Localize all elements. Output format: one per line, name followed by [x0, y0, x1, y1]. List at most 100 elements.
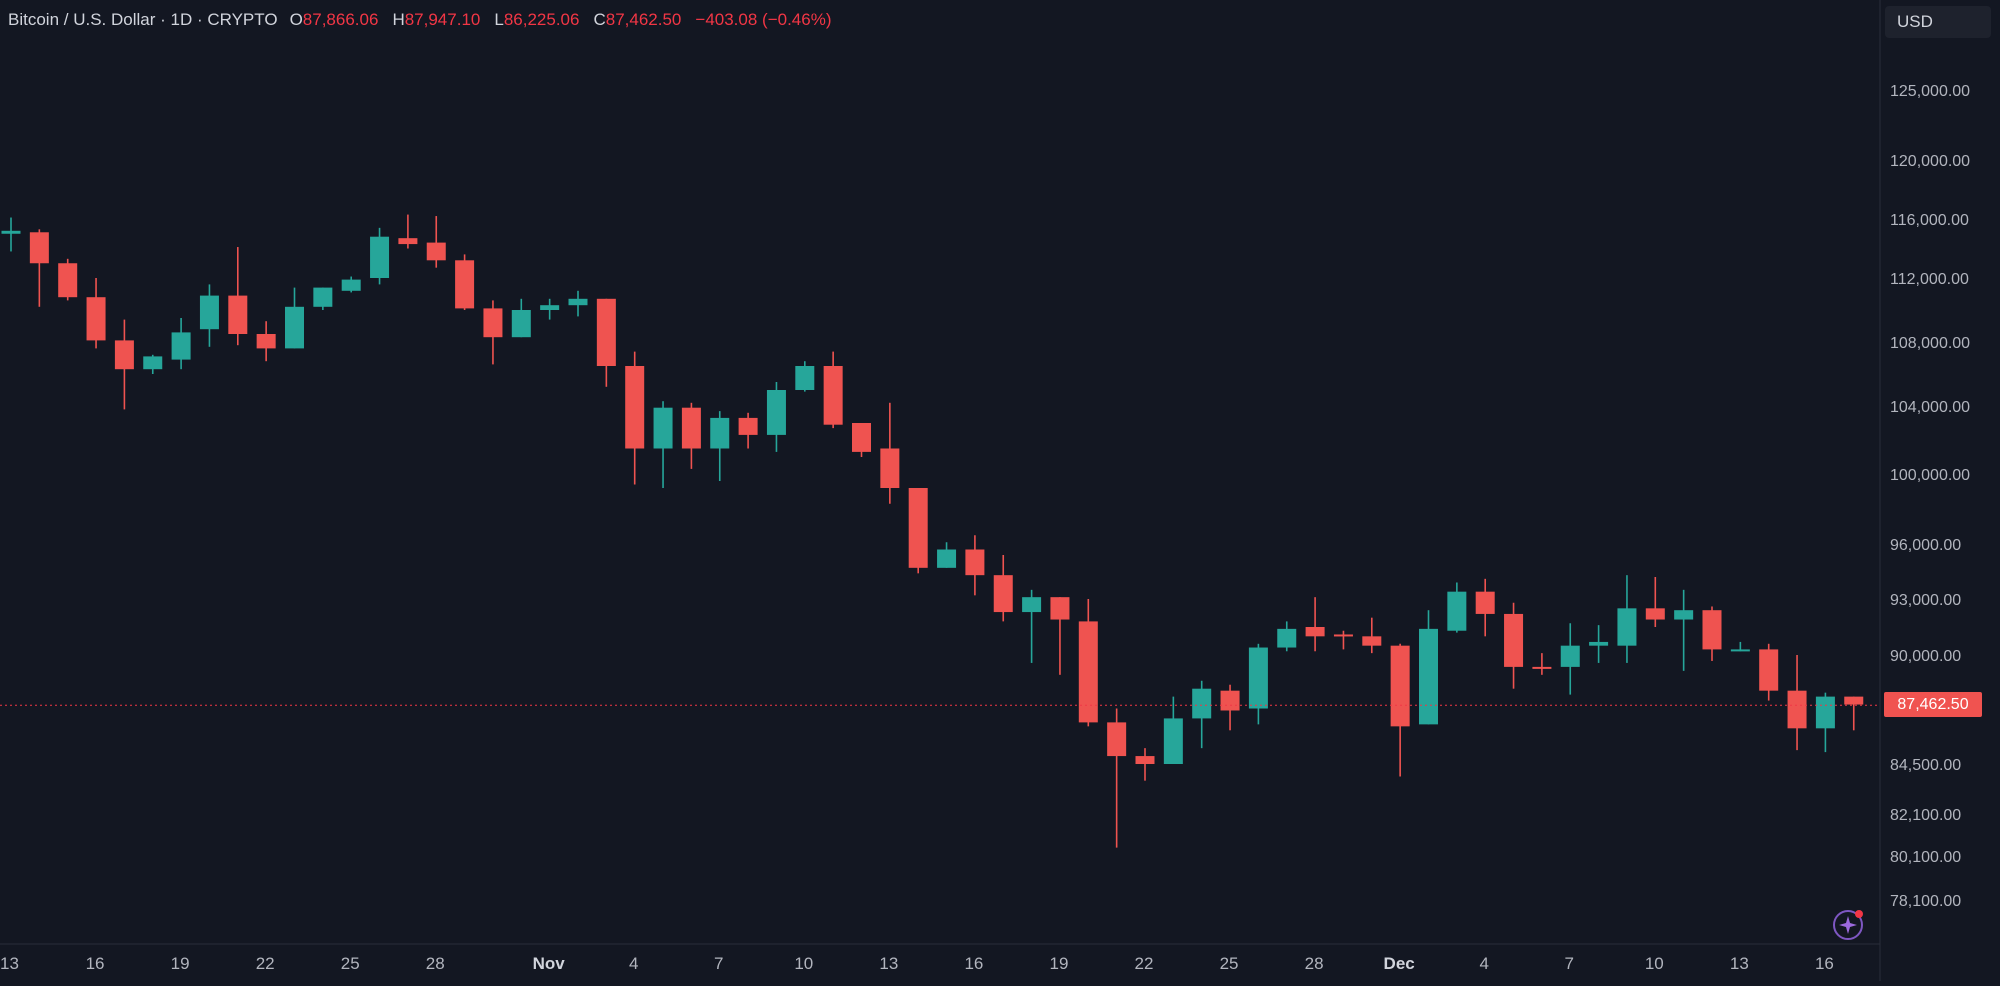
currency-label: USD — [1897, 12, 1933, 31]
candle-body — [426, 242, 446, 261]
candle-body — [823, 366, 843, 425]
candle-body — [738, 417, 758, 435]
currency-button[interactable]: USD — [1885, 6, 1991, 38]
spark-logo-icon[interactable] — [1830, 907, 1866, 943]
candle-body — [1532, 666, 1552, 669]
price-scale[interactable]: 125,000.00 120,000.00 116,000.00 112,000.00… — [1890, 83, 1970, 910]
candle — [1135, 748, 1155, 781]
price-tick-label: 96,000.00 — [1890, 537, 1961, 554]
candle — [171, 318, 191, 370]
candle-body — [965, 549, 985, 576]
candle — [1504, 602, 1524, 689]
candle — [1, 217, 21, 252]
candle — [653, 401, 673, 488]
candle-body — [1107, 722, 1127, 757]
candle-body — [171, 332, 191, 360]
time-tick-label: 10 — [794, 954, 813, 973]
price-tick-label: 78,100.00 — [1890, 893, 1961, 910]
candle-body — [1305, 627, 1325, 637]
candle — [1248, 643, 1268, 725]
price-tick-label: 90,000.00 — [1890, 648, 1961, 665]
symbol-legend: Bitcoin / U.S. Dollar · 1D · CRYPTO O 87… — [8, 10, 832, 30]
candle — [426, 216, 446, 268]
candle — [370, 227, 390, 285]
candle-body — [285, 306, 304, 349]
candle — [852, 423, 871, 457]
candle-body — [937, 549, 957, 568]
candle-body — [455, 260, 475, 309]
candle — [1022, 589, 1042, 663]
time-tick-label: 16 — [1815, 954, 1834, 973]
candle-body — [1419, 628, 1438, 725]
candle-body — [1078, 621, 1098, 723]
price-tick-label: 100,000.00 — [1890, 467, 1970, 484]
candle — [1560, 623, 1580, 695]
candle — [1645, 577, 1665, 627]
candle-body — [1192, 688, 1212, 719]
change-value: −403.08 (−0.46%) — [695, 10, 832, 29]
candle-body — [1135, 756, 1155, 764]
time-tick-label: 13 — [0, 954, 19, 973]
price-tick-label: 125,000.00 — [1890, 83, 1970, 100]
candle — [823, 351, 843, 429]
time-tick-label: 7 — [714, 954, 723, 973]
candle — [1163, 696, 1183, 764]
close-value: 87,462.50 — [605, 10, 682, 29]
high-label: H — [392, 10, 405, 29]
candle-body — [1560, 645, 1580, 667]
candle — [937, 542, 957, 568]
price-tick-label: 108,000.00 — [1890, 335, 1970, 352]
price-tick-label: 112,000.00 — [1890, 271, 1969, 288]
open-label: O — [289, 10, 303, 29]
candle-body — [58, 263, 78, 298]
time-tick-label: 25 — [1220, 954, 1239, 973]
time-tick-label: 28 — [426, 954, 445, 973]
candle-body — [341, 279, 361, 291]
candle — [1362, 617, 1382, 654]
candle-body — [1248, 647, 1268, 709]
candle — [1050, 597, 1070, 675]
candle — [341, 276, 361, 293]
price-tick-label: 104,000.00 — [1890, 399, 1970, 416]
high-value: 87,947.10 — [404, 10, 481, 29]
candle-body — [1674, 610, 1694, 620]
candle — [1759, 643, 1779, 701]
symbol-title[interactable]: Bitcoin / U.S. Dollar · 1D · CRYPTO — [8, 10, 278, 29]
candle-body — [199, 295, 219, 330]
candle — [596, 298, 616, 387]
time-tick-label: Dec — [1384, 954, 1415, 973]
candle — [540, 298, 560, 320]
time-scale[interactable]: 13 16 19 22 25 28 Nov 4 7 10 13 16 19 22 25 28 Dec 4 7 10 13… — [0, 954, 1834, 973]
candle-body — [908, 488, 928, 568]
candle-body — [86, 297, 106, 341]
candle — [1305, 597, 1325, 652]
time-tick-label: 16 — [86, 954, 105, 973]
candle — [1815, 692, 1835, 753]
candle-body — [1390, 645, 1410, 727]
candle-body — [1759, 649, 1779, 691]
candle-body — [653, 407, 673, 449]
price-tick-label: 80,100.00 — [1890, 849, 1961, 866]
candle — [114, 319, 134, 410]
time-tick-label: Nov — [533, 954, 566, 973]
candle-body — [596, 298, 616, 366]
candle — [908, 488, 928, 574]
candle-body — [681, 407, 701, 449]
candle — [1730, 641, 1750, 652]
candle-body — [1447, 591, 1467, 631]
low-label: L — [494, 10, 504, 29]
candle — [880, 402, 900, 504]
price-tick-label: 82,100.00 — [1890, 807, 1961, 824]
time-tick-label: 19 — [171, 954, 190, 973]
candle — [313, 287, 333, 310]
current-price-label: 87,462.50 — [1897, 695, 1969, 713]
candle-body — [1787, 690, 1807, 729]
candle — [1447, 582, 1467, 633]
candle-body — [313, 287, 333, 307]
price-tick-label: 116,000.00 — [1890, 212, 1969, 229]
time-tick-label: 28 — [1305, 954, 1324, 973]
candle-body — [1504, 613, 1524, 667]
